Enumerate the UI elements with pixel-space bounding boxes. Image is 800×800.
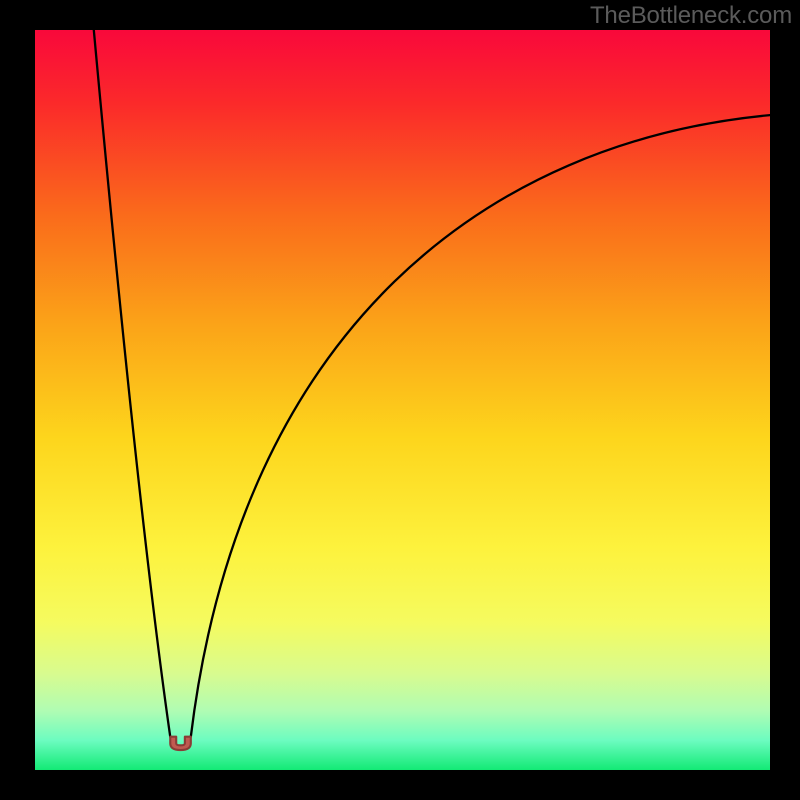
chart-container: TheBottleneck.com [0,0,800,800]
gradient-background [35,30,770,770]
bottleneck-curve-chart [35,30,770,770]
watermark-text: TheBottleneck.com [590,2,792,30]
